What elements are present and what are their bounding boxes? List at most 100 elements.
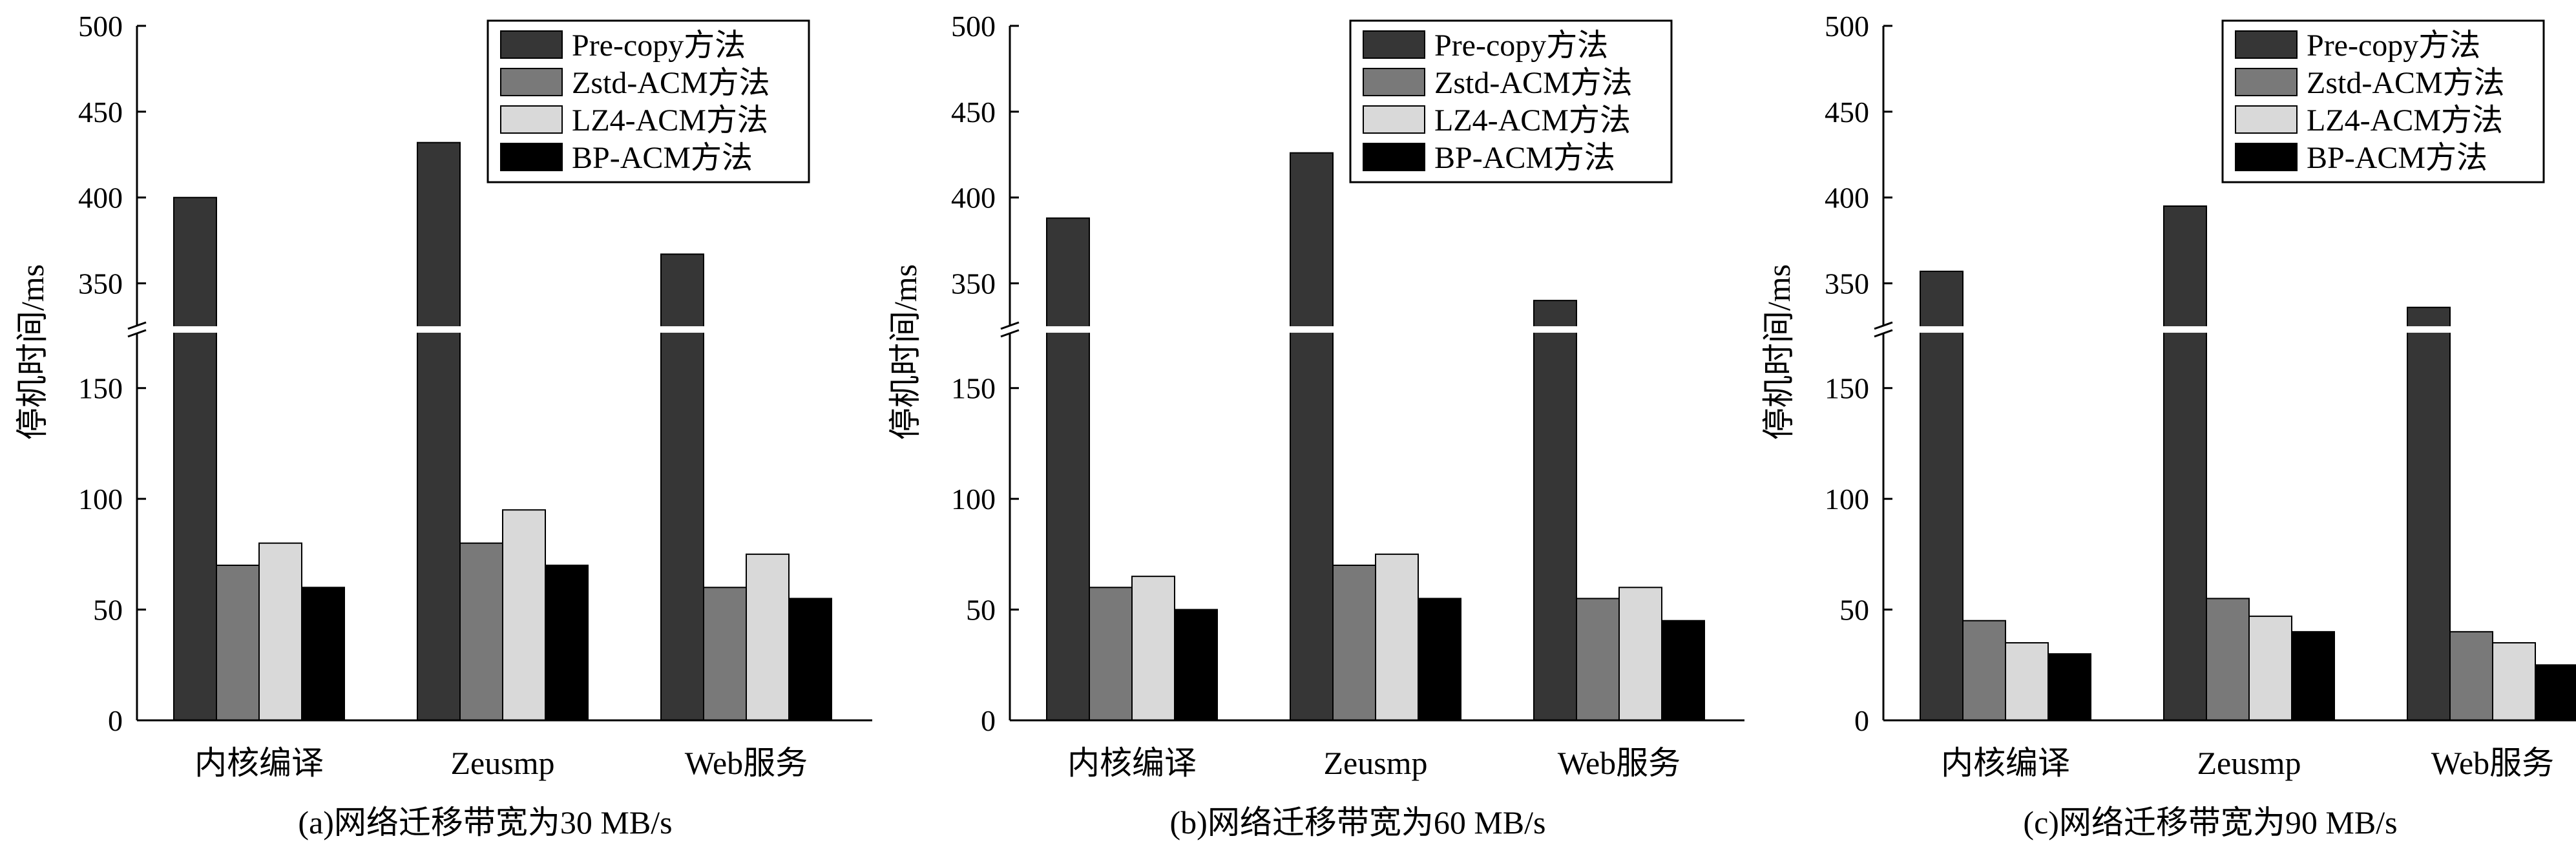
- axis-break-gap: [1876, 326, 2576, 333]
- legend-swatch: [2236, 106, 2297, 133]
- bar: [417, 143, 460, 720]
- y-tick-label: 500: [78, 10, 123, 43]
- bar: [746, 554, 789, 720]
- y-tick-label: 500: [951, 10, 996, 43]
- bar: [1333, 565, 1376, 720]
- bar: [1089, 587, 1132, 720]
- chart-panel-1: 0 50 100 150 350 400 450 500 内核编译 Zeusmp Web服务 停机时间…: [14, 10, 872, 840]
- legend-label: Pre-copy方法: [572, 28, 746, 63]
- y-tick-label: 0: [981, 704, 996, 737]
- y-axis-label: 停机时间/ms: [1761, 264, 1797, 440]
- bar: [1662, 621, 1704, 720]
- x-tick-label: 内核编译: [194, 745, 324, 781]
- legend-label: Zstd-ACM方法: [572, 66, 770, 100]
- bar: [1619, 587, 1662, 720]
- bar: [302, 587, 344, 720]
- bar: [259, 543, 302, 720]
- legend-swatch: [1363, 31, 1425, 58]
- y-tick-label: 50: [93, 594, 123, 627]
- figure: 0 50 100 150 350 400 450 500 内核编译 Zeusmp Web服务 停机时间…: [0, 0, 2576, 856]
- legend-swatch: [1363, 68, 1425, 96]
- bar: [1175, 610, 1217, 720]
- bar: [1290, 153, 1333, 720]
- bar: [2407, 308, 2450, 720]
- x-tick-label: Web服务: [685, 745, 808, 781]
- y-tick-label: 100: [951, 483, 996, 516]
- bar: [2493, 643, 2535, 720]
- bar: [1534, 300, 1576, 720]
- legend-label: Zstd-ACM方法: [2307, 66, 2505, 100]
- bar: [545, 565, 588, 720]
- legend-label: LZ4-ACM方法: [2307, 103, 2503, 138]
- panel-caption: (c)网络迁移带宽为90 MB/s: [2023, 804, 2397, 840]
- bar: [1920, 271, 1963, 720]
- legend-label: BP-ACM方法: [2307, 141, 2487, 175]
- y-tick-label: 150: [78, 372, 123, 405]
- panel-caption: (b)网络迁移带宽为60 MB/s: [1170, 804, 1546, 840]
- bar: [1576, 598, 1619, 720]
- legend-swatch: [501, 68, 562, 96]
- bar: [704, 587, 746, 720]
- bar: [216, 565, 259, 720]
- chart-panel-3: 0 50 100 150 350 400 450 500 内核编译 Zeusmp Web服务 停机时间…: [1761, 10, 2576, 840]
- legend-swatch: [1363, 143, 1425, 171]
- legend-label: BP-ACM方法: [572, 141, 753, 175]
- bar: [789, 598, 832, 720]
- panel-caption: (a)网络迁移带宽为30 MB/s: [298, 804, 672, 840]
- bar: [1418, 598, 1461, 720]
- bar: [2164, 206, 2206, 720]
- x-tick-label: Web服务: [2431, 745, 2554, 781]
- legend-swatch: [501, 31, 562, 58]
- y-tick-label: 450: [1825, 96, 1869, 129]
- axis-break-gap: [129, 326, 872, 333]
- y-tick-label: 400: [78, 182, 123, 214]
- legend-swatch: [501, 106, 562, 133]
- x-tick-label: Zeusmp: [450, 745, 554, 781]
- bar: [2048, 654, 2091, 720]
- bar: [503, 510, 545, 720]
- y-axis-label: 停机时间/ms: [887, 264, 923, 440]
- legend-label: Pre-copy方法: [2307, 28, 2480, 63]
- bar: [661, 254, 704, 720]
- y-tick-label: 450: [78, 96, 123, 129]
- legend-swatch: [2236, 31, 2297, 58]
- bar: [2292, 632, 2334, 720]
- bar: [1132, 576, 1175, 720]
- bar: [1376, 554, 1418, 720]
- legend-label: BP-ACM方法: [1434, 141, 1615, 175]
- bar: [2249, 616, 2292, 720]
- x-tick-label: Zeusmp: [2197, 745, 2301, 781]
- bar: [2206, 598, 2249, 720]
- bar: [1047, 218, 1089, 720]
- y-tick-label: 450: [951, 96, 996, 129]
- bar: [2535, 665, 2576, 720]
- y-tick-label: 350: [951, 267, 996, 300]
- legend-label: LZ4-ACM方法: [1434, 103, 1631, 138]
- bar: [1963, 621, 2005, 720]
- legend-label: Zstd-ACM方法: [1434, 66, 1633, 100]
- x-tick-label: Web服务: [1558, 745, 1681, 781]
- legend-swatch: [2236, 143, 2297, 171]
- y-tick-label: 150: [951, 372, 996, 405]
- x-tick-label: 内核编译: [1067, 745, 1197, 781]
- y-tick-label: 150: [1825, 372, 1869, 405]
- legend-label: LZ4-ACM方法: [572, 103, 768, 138]
- axis-break-gap: [1002, 326, 1744, 333]
- x-tick-label: Zeusmp: [1323, 745, 1427, 781]
- y-tick-label: 0: [108, 704, 123, 737]
- x-tick-label: 内核编译: [1941, 745, 2070, 781]
- legend-swatch: [501, 143, 562, 171]
- chart-panel-2: 0 50 100 150 350 400 450 500 内核编译 Zeusmp Web服务 停机时间…: [887, 10, 1744, 840]
- bar: [174, 198, 216, 720]
- y-tick-label: 400: [951, 182, 996, 214]
- y-tick-label: 350: [1825, 267, 1869, 300]
- bar-charts-svg: 050100150350400450500内核编译 Zeusmp Web服务停机时间…: [0, 0, 2576, 856]
- y-axis-label: 停机时间/ms: [14, 264, 50, 440]
- y-tick-label: 500: [1825, 10, 1869, 43]
- y-tick-label: 50: [966, 594, 996, 627]
- y-tick-label: 100: [1825, 483, 1869, 516]
- bar: [2005, 643, 2048, 720]
